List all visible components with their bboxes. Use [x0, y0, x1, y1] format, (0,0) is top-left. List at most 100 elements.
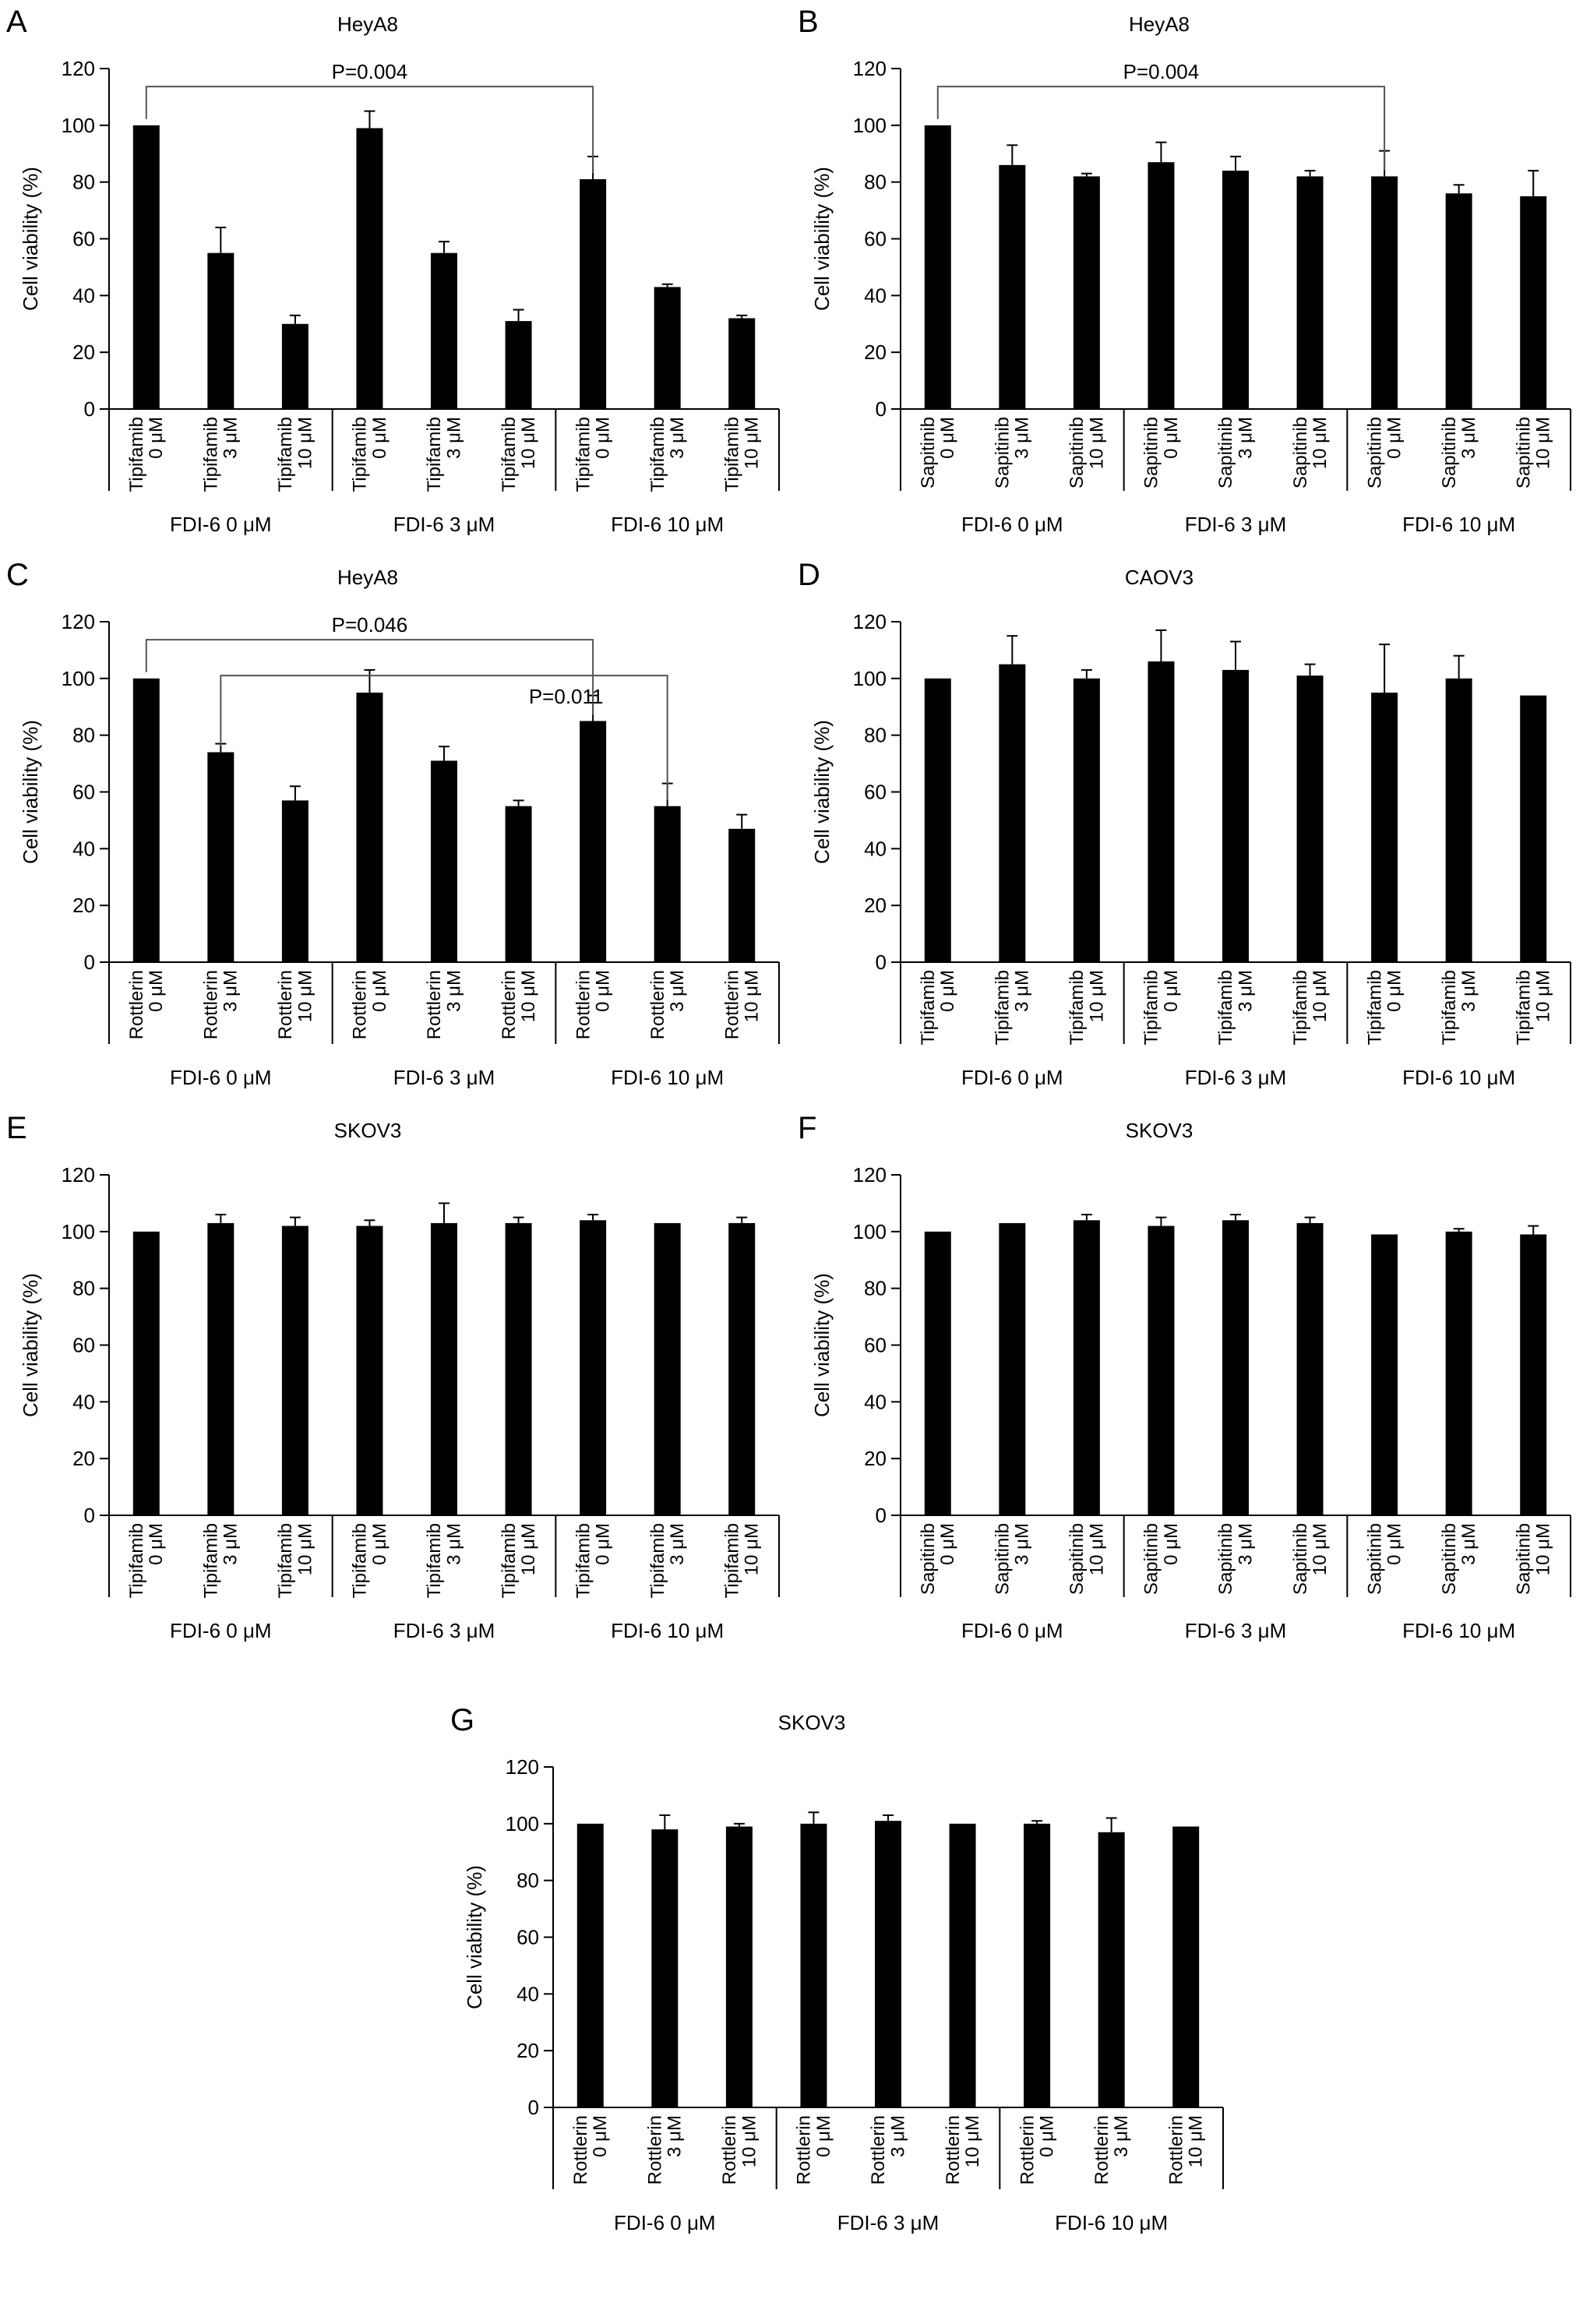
y-tick-label: 80 — [864, 1277, 887, 1300]
x-tick-drug: Tipifamib — [1141, 970, 1162, 1045]
bar-chart: 0 20 40 60 80 100 120 Cell viability (%) FDI-6 0… — [810, 57, 1571, 536]
x-tick-dose: 3 μM — [220, 1523, 242, 1565]
x-tick-drug: Rottlerin — [275, 970, 296, 1039]
y-axis-label: Cell viability (%) — [810, 167, 834, 311]
x-tick-label: Tipifamib10 μM — [1513, 970, 1553, 1045]
x-tick-drug: Sapitinib — [1364, 1523, 1385, 1595]
x-tick-drug: Rottlerin — [943, 2115, 964, 2185]
x-tick-dose: 10 μM — [518, 1523, 539, 1575]
y-tick-label: 120 — [853, 610, 887, 633]
x-tick-drug: Rottlerin — [1091, 2115, 1112, 2185]
group-label: FDI-6 0 μM — [961, 1619, 1063, 1642]
y-axis-label: Cell viability (%) — [19, 1273, 42, 1417]
x-tick-dose: 3 μM — [667, 417, 688, 459]
bar — [1148, 1225, 1175, 1515]
x-tick-label: Sapitinib0 μM — [918, 417, 958, 488]
x-tick-label: Rottlerin10 μM — [1165, 2115, 1206, 2185]
y-tick-label: 100 — [853, 667, 887, 690]
x-tick-dose: 3 μM — [1012, 1523, 1033, 1565]
x-tick-label: Tipifamib10 μM — [1066, 970, 1107, 1045]
x-tick-drug: Rottlerin — [721, 970, 742, 1039]
x-tick-dose: 10 μM — [1086, 417, 1107, 469]
significance-bracket — [220, 675, 668, 800]
bar — [1296, 176, 1324, 409]
x-tick-drug: Tipifamib — [1290, 970, 1311, 1045]
x-tick-label: Sapitinib10 μM — [1513, 1523, 1553, 1595]
bar — [1172, 1826, 1200, 2107]
x-tick-drug: Rottlerin — [499, 970, 520, 1039]
x-tick-dose: 10 μM — [1186, 2115, 1207, 2167]
significance-bracket — [145, 639, 594, 715]
bar — [505, 806, 532, 962]
bar — [1098, 1832, 1125, 2107]
x-tick-dose: 10 μM — [742, 1523, 763, 1575]
x-tick-drug: Rottlerin — [868, 2115, 889, 2185]
x-tick-dose: 3 μM — [1012, 970, 1033, 1012]
bar — [576, 1823, 604, 2107]
bar — [1520, 196, 1547, 409]
x-tick-label: Sapitinib0 μM — [1141, 417, 1182, 488]
x-tick-dose: 0 μM — [1384, 970, 1405, 1012]
x-tick-label: Tipifamib3 μM — [1439, 970, 1479, 1045]
x-tick-dose: 3 μM — [1458, 1523, 1479, 1565]
x-tick-label: Sapitinib0 μM — [1364, 417, 1405, 488]
y-tick-label: 80 — [864, 724, 887, 747]
group-label: FDI-6 0 μM — [614, 2211, 716, 2234]
y-tick-label: 100 — [506, 1812, 539, 1836]
bar — [132, 125, 160, 410]
bar — [1445, 678, 1472, 962]
y-tick-label: 20 — [72, 1447, 95, 1470]
x-tick-label: Tipifamib3 μM — [647, 1523, 688, 1598]
x-tick-drug: Sapitinib — [992, 1523, 1014, 1595]
x-tick-drug: Sapitinib — [1290, 1523, 1311, 1595]
y-tick-label: 40 — [864, 1390, 887, 1413]
x-tick-drug: Tipifamib — [201, 417, 222, 492]
group-label: FDI-6 10 μM — [611, 1066, 724, 1089]
x-tick-drug: Rottlerin — [794, 2115, 815, 2185]
x-tick-label: Tipifamib0 μM — [1141, 970, 1182, 1045]
y-tick-label: 120 — [62, 610, 95, 633]
x-tick-drug: Tipifamib — [647, 417, 668, 492]
bar — [725, 1826, 753, 2107]
group-label: FDI-6 0 μM — [961, 1066, 1063, 1089]
bar — [1148, 162, 1175, 410]
bar — [1371, 176, 1398, 409]
bar — [431, 252, 457, 409]
x-tick-label: Sapitinib10 μM — [1066, 1523, 1107, 1595]
bar — [1445, 193, 1472, 409]
x-tick-drug: Rottlerin — [126, 970, 147, 1039]
bar — [281, 800, 308, 962]
x-tick-drug: Sapitinib — [1215, 417, 1236, 488]
x-tick-label: Sapitinib3 μM — [1215, 1523, 1256, 1595]
y-tick-label: 20 — [517, 2039, 539, 2062]
x-tick-drug: Rottlerin — [350, 970, 371, 1039]
x-tick-label: Rottlerin0 μM — [794, 2115, 834, 2185]
y-tick-label: 60 — [72, 227, 95, 251]
x-tick-drug: Tipifamib — [1513, 970, 1534, 1045]
x-tick-label: Tipifamib0 μM — [126, 417, 167, 492]
panel-label: G — [450, 1703, 475, 1737]
x-tick-drug: Tipifamib — [1439, 970, 1460, 1045]
y-tick-label: 40 — [517, 1982, 539, 2005]
bar — [654, 1222, 681, 1515]
x-tick-dose: 10 μM — [1310, 417, 1331, 469]
x-tick-label: Sapitinib3 μM — [1439, 1523, 1479, 1595]
x-tick-label: Rottlerin0 μM — [350, 970, 390, 1039]
x-tick-drug: Tipifamib — [424, 417, 445, 492]
bar-chart: 0 20 40 60 80 100 120 Cell viability (%) FDI-6 0… — [463, 1755, 1224, 2234]
x-tick-drug: Sapitinib — [1215, 1523, 1236, 1595]
group-label: FDI-6 10 μM — [1402, 1066, 1515, 1089]
x-tick-dose: 10 μM — [739, 2115, 760, 2167]
bar — [654, 806, 681, 962]
x-tick-dose: 3 μM — [220, 417, 242, 459]
bar — [1222, 669, 1249, 962]
x-tick-label: Tipifamib10 μM — [499, 417, 539, 492]
x-tick-label: Rottlerin0 μM — [126, 970, 167, 1039]
bar — [1520, 1234, 1547, 1515]
bar — [281, 323, 308, 409]
x-tick-label: Tipifamib3 μM — [992, 970, 1033, 1045]
y-tick-label: 60 — [517, 1926, 539, 1949]
x-tick-dose: 3 μM — [1458, 970, 1479, 1012]
x-tick-dose: 0 μM — [1161, 970, 1182, 1012]
x-tick-label: Tipifamib0 μM — [350, 1523, 390, 1598]
